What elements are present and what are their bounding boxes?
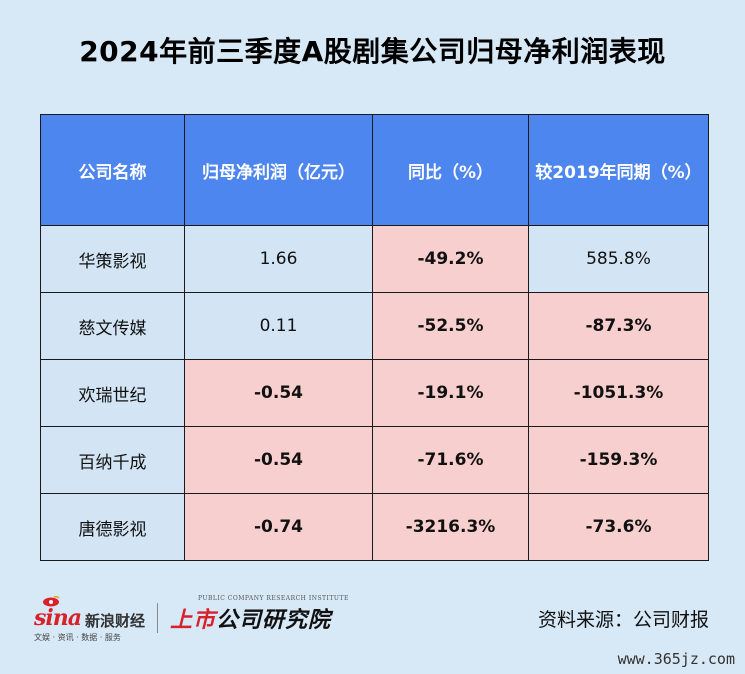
yoy-cell: -49.2% xyxy=(372,225,529,293)
institute-name: 公司研究院 xyxy=(216,607,332,633)
table-row: 华策影视 1.66 -49.2% 585.8% xyxy=(40,225,709,293)
profit-cell: -0.74 xyxy=(184,493,373,561)
research-institute-logo: PUBLIC COMPANY RESEARCH INSTITUTE 上市公司研究… xyxy=(170,595,348,634)
table-header-row: 公司名称 归母净利润（亿元） 同比（%） 较2019年同期（%） xyxy=(40,114,709,226)
table-row: 慈文传媒 0.11 -52.5% -87.3% xyxy=(40,292,709,360)
logo-divider xyxy=(157,603,159,633)
table-row: 百纳千成 -0.54 -71.6% -159.3% xyxy=(40,426,709,494)
vs2019-cell: -73.6% xyxy=(528,493,709,561)
vs2019-cell: -87.3% xyxy=(528,292,709,360)
yoy-cell: -71.6% xyxy=(372,426,529,494)
profit-cell: 1.66 xyxy=(184,225,373,293)
sina-eye-icon xyxy=(43,595,60,607)
yoy-cell: -19.1% xyxy=(372,359,529,427)
profit-table: 公司名称 归母净利润（亿元） 同比（%） 较2019年同期（%） 华策影视 1.… xyxy=(40,114,709,561)
yoy-cell: -52.5% xyxy=(372,292,529,360)
sina-finance-text: 新浪财经 xyxy=(85,612,146,630)
profit-cell: -0.54 xyxy=(184,359,373,427)
institute-name-red: 上市 xyxy=(170,607,217,633)
sina-wordmark: sina xyxy=(34,605,82,631)
data-source: 资料来源：公司财报 xyxy=(537,609,709,631)
company-cell: 欢瑞世纪 xyxy=(40,359,185,427)
page-title: 2024年前三季度A股剧集公司归母净利润表现 xyxy=(79,35,666,68)
institute-english-name: PUBLIC COMPANY RESEARCH INSTITUTE xyxy=(198,595,349,602)
header-vs2019: 较2019年同期（%） xyxy=(528,114,709,226)
sina-finance-logo: sina 新浪财经 文娱 · 资讯 · 数据 · 服务 xyxy=(34,595,146,642)
sina-subtitle: 文娱 · 资讯 · 数据 · 服务 xyxy=(34,633,121,642)
vs2019-cell: 585.8% xyxy=(528,225,709,293)
profit-cell: 0.11 xyxy=(184,292,373,360)
yoy-cell: -3216.3% xyxy=(372,493,529,561)
profit-cell: -0.54 xyxy=(184,426,373,494)
table-row: 唐德影视 -0.74 -3216.3% -73.6% xyxy=(40,493,709,561)
header-company: 公司名称 xyxy=(40,114,185,226)
company-cell: 华策影视 xyxy=(40,225,185,293)
company-cell: 慈文传媒 xyxy=(40,292,185,360)
header-yoy: 同比（%） xyxy=(372,114,529,226)
table-row: 欢瑞世纪 -0.54 -19.1% -1051.3% xyxy=(40,359,709,427)
company-cell: 唐德影视 xyxy=(40,493,185,561)
company-cell: 百纳千成 xyxy=(40,426,185,494)
header-profit: 归母净利润（亿元） xyxy=(184,114,373,226)
footer-logos: sina 新浪财经 文娱 · 资讯 · 数据 · 服务 PUBLIC COMPA… xyxy=(34,595,348,642)
watermark: www.365jz.com xyxy=(617,650,735,668)
vs2019-cell: -1051.3% xyxy=(528,359,709,427)
vs2019-cell: -159.3% xyxy=(528,426,709,494)
